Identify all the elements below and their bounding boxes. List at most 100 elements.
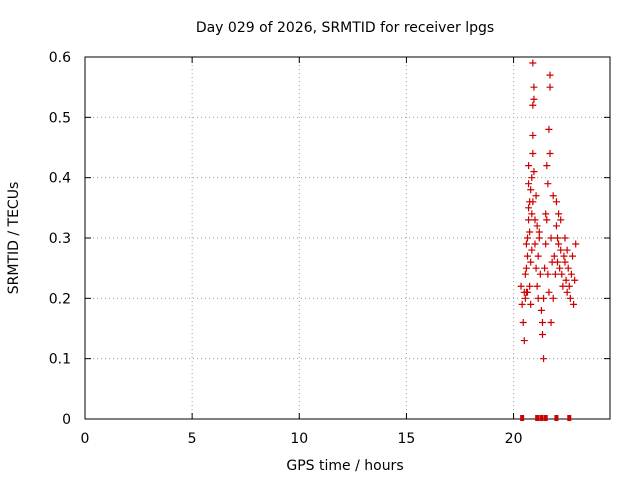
x-axis-label: GPS time / hours — [286, 458, 403, 474]
data-point — [543, 216, 551, 224]
data-point — [546, 71, 554, 79]
data-point — [571, 276, 579, 284]
data-point — [530, 83, 538, 91]
data-point — [565, 282, 573, 290]
data-point — [539, 318, 546, 326]
data-point — [546, 83, 554, 91]
grid-lines — [85, 57, 610, 419]
data-point — [563, 288, 571, 296]
data-point — [547, 234, 555, 242]
chart-title: Day 029 of 2026, SRMTID for receiver lpg… — [196, 20, 494, 36]
data-point — [570, 300, 578, 308]
data-point — [528, 174, 536, 182]
data-point — [544, 270, 552, 278]
data-point — [527, 258, 535, 266]
plot-frame — [84, 56, 611, 420]
data-point — [521, 294, 529, 302]
data-point — [530, 168, 538, 176]
data-point — [522, 240, 530, 248]
data-point — [555, 210, 563, 218]
data-point — [529, 101, 537, 109]
data-point — [559, 282, 567, 290]
baseline-marker — [554, 415, 559, 421]
data-point — [551, 270, 559, 278]
x-tick-label: 5 — [188, 431, 197, 447]
data-point — [554, 258, 561, 266]
data-point — [561, 258, 569, 266]
data-point — [529, 150, 537, 158]
data-point — [527, 300, 535, 308]
data-point — [525, 180, 533, 188]
data-point — [545, 288, 553, 296]
data-point — [542, 240, 550, 248]
data-point — [525, 204, 533, 212]
data-point — [532, 192, 540, 200]
data-point — [543, 162, 551, 170]
y-tick-label: 0.5 — [49, 110, 71, 126]
data-point — [531, 216, 539, 224]
data-point — [533, 282, 541, 290]
data-point — [517, 282, 525, 290]
data-point — [541, 264, 549, 272]
data-point — [525, 216, 533, 224]
data-point — [518, 300, 526, 308]
data-point — [566, 294, 574, 302]
data-point — [520, 337, 528, 345]
data-point — [524, 252, 531, 260]
data-point — [539, 331, 546, 339]
data-point — [569, 252, 576, 260]
data-point — [552, 198, 560, 206]
data-point — [535, 228, 543, 236]
data-point — [534, 252, 542, 260]
x-tick-label: 0 — [81, 431, 90, 447]
baseline-marker — [543, 415, 548, 421]
data-point — [529, 59, 537, 67]
y-tick-label: 0.3 — [49, 231, 71, 247]
y-axis-label: SRMTID / TECUs — [6, 182, 22, 295]
data-point — [549, 294, 557, 302]
baseline-markers — [520, 415, 572, 421]
data-point — [527, 186, 535, 194]
data-point — [533, 222, 541, 230]
baseline-marker — [567, 415, 572, 421]
data-point — [529, 198, 537, 206]
data-point — [562, 276, 570, 284]
data-point — [526, 228, 534, 236]
data-point — [540, 355, 548, 363]
data-point — [531, 240, 539, 248]
x-tick-label: 15 — [398, 431, 416, 447]
data-point — [556, 264, 564, 272]
data-point — [526, 282, 534, 290]
data-point — [524, 234, 531, 242]
data-point — [557, 246, 565, 254]
baseline-marker — [539, 415, 544, 421]
data-point — [544, 180, 552, 188]
data-point — [519, 318, 527, 326]
data-point — [561, 234, 569, 242]
data-point — [542, 210, 550, 218]
data-point — [546, 150, 554, 158]
data-point — [560, 252, 568, 260]
x-tick-label: 20 — [505, 431, 523, 447]
data-point — [547, 318, 555, 326]
y-tick-label: 0.1 — [49, 352, 71, 368]
x-tick-label: 10 — [290, 431, 308, 447]
data-point — [554, 234, 561, 242]
data-point — [528, 246, 536, 254]
data-point — [557, 216, 565, 224]
data-point — [521, 270, 529, 278]
data-point — [563, 246, 571, 254]
data-point — [536, 270, 544, 278]
baseline-marker — [520, 415, 525, 421]
data-point — [567, 270, 575, 278]
data-point — [530, 95, 538, 103]
baseline-marker — [535, 415, 540, 421]
data-point — [555, 240, 563, 248]
data-point — [572, 240, 580, 248]
y-tick-label: 0.2 — [49, 291, 71, 307]
data-point — [524, 288, 531, 296]
data-point — [550, 252, 558, 260]
data-point — [525, 162, 533, 170]
data-point — [552, 222, 560, 230]
